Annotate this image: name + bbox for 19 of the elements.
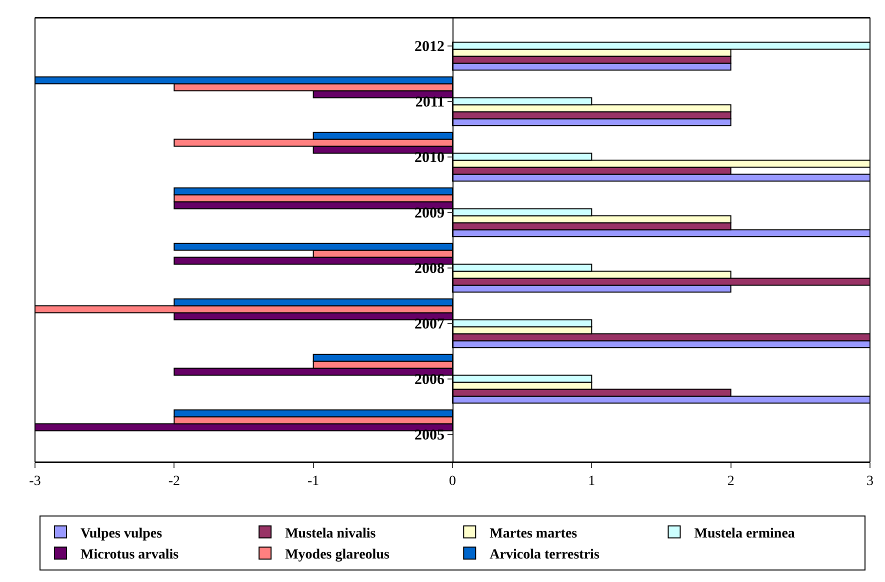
legend-label: Myodes glareolus (285, 548, 390, 563)
legend-label: Mustela nivalis (285, 526, 376, 542)
x-tick-label: -1 (307, 474, 320, 489)
y-tick-label: 2006 (414, 372, 445, 388)
legend-label: Mustela erminea (694, 526, 795, 542)
x-tick-label: -2 (168, 474, 180, 489)
legend-label: Arvicola terrestris (490, 548, 600, 563)
x-tick-label: 3 (866, 474, 874, 489)
legend-label: Vulpes vulpes (80, 526, 163, 542)
x-tick-label: 0 (449, 474, 456, 489)
y-tick-label: 2012 (414, 39, 444, 55)
y-tick-label: 2010 (414, 150, 444, 166)
x-tick-label: 1 (588, 474, 596, 489)
x-tick-label: 2 (727, 474, 734, 489)
legend-label: Microtus arvalis (80, 548, 180, 563)
y-tick-label: 2009 (414, 206, 444, 222)
legend-label: Martes martes (490, 526, 578, 542)
y-tick-label: 2008 (414, 261, 444, 277)
x-tick-label: -3 (29, 474, 41, 489)
